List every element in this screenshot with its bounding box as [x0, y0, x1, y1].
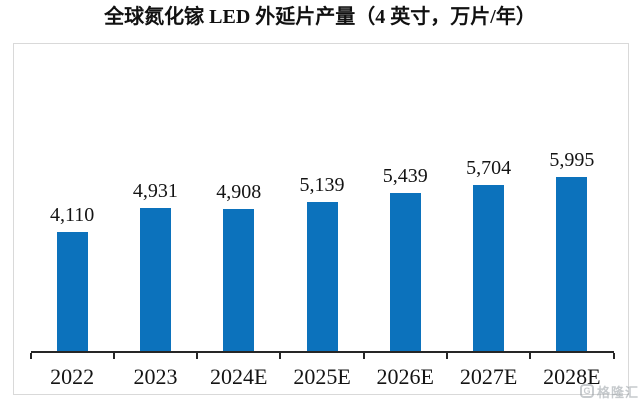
- bar-value-label: 5,995: [549, 149, 595, 171]
- bar: [223, 209, 255, 352]
- x-axis-tick: [529, 353, 532, 359]
- x-axis-label: 2024E: [210, 364, 268, 389]
- x-axis-tick: [112, 353, 115, 359]
- x-axis-line: [30, 351, 614, 353]
- plot-area: 4,110 2022 4,931 2023 4,908 2024E 5,139 2025E 5,…: [14, 44, 628, 394]
- bar-value-label: 4,931: [132, 180, 178, 202]
- x-axis-tick: [196, 353, 199, 359]
- bar: [139, 208, 171, 352]
- gelonghui-logo-icon: G: [579, 384, 594, 398]
- x-axis-label: 2022: [50, 364, 95, 389]
- x-axis-label: 2023: [133, 364, 178, 389]
- bar: [556, 177, 588, 352]
- bar-value-label: 5,139: [299, 174, 345, 196]
- bar: [306, 202, 338, 352]
- bar-value-label: 4,908: [216, 181, 262, 203]
- bar-value-label: 4,110: [49, 204, 95, 226]
- x-axis-tick: [29, 353, 32, 359]
- x-axis-tick: [362, 353, 365, 359]
- watermark: G 格隆汇: [579, 381, 639, 401]
- bar: [473, 185, 505, 352]
- x-axis-tick: [612, 353, 615, 359]
- bar-value-label: 5,439: [382, 165, 428, 187]
- chart-panel: 4,110 2022 4,931 2023 4,908 2024E 5,139 2025E 5,…: [13, 43, 629, 395]
- x-axis-label: 2027E: [459, 364, 518, 389]
- bar: [56, 232, 88, 352]
- watermark-text: 格隆汇: [596, 384, 639, 400]
- x-axis-label: 2025E: [293, 364, 351, 389]
- x-axis-tick: [279, 353, 282, 359]
- bar-value-label: 5,704: [466, 157, 512, 179]
- x-axis-label: 2026E: [376, 364, 434, 389]
- bar: [389, 193, 421, 352]
- x-axis-tick: [445, 353, 448, 359]
- chart-title: 全球氮化镓 LED 外延片产量（4 英寸，万片/年）: [104, 6, 536, 28]
